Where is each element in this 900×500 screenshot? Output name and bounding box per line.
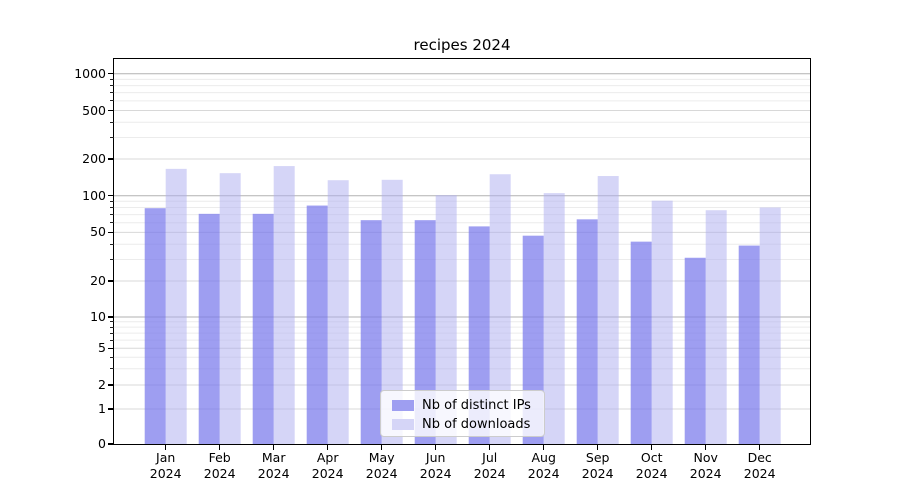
y-tick-label: 0 (98, 436, 106, 451)
x-tick-label: Oct 2024 (635, 450, 668, 481)
y-minor-tick-mark (110, 92, 114, 94)
y-minor-tick-mark (110, 332, 114, 334)
y-tick-label: 100 (82, 187, 106, 203)
y-tick-label: 200 (82, 151, 106, 166)
y-tick-mark (107, 384, 114, 386)
x-tick-label: Dec 2024 (743, 450, 776, 481)
x-tick-label: May 2024 (365, 450, 398, 481)
legend-entry-distinct-ips: Nb of distinct IPs (392, 396, 544, 415)
bar-ips-mar (252, 213, 274, 444)
x-tick-label: Nov 2024 (689, 450, 722, 481)
x-tick-mark (489, 443, 491, 450)
legend: Nb of distinct IPs Nb of downloads (380, 390, 545, 437)
x-tick-mark (759, 443, 761, 450)
bar-ips-feb (198, 213, 220, 444)
x-tick-label: Sep 2024 (581, 450, 614, 481)
y-minor-tick-mark (110, 100, 114, 102)
x-tick-label: Apr 2024 (311, 450, 344, 481)
y-minor-tick-mark (110, 321, 114, 323)
y-minor-tick-mark (110, 207, 114, 208)
x-tick-label: Aug 2024 (527, 450, 560, 481)
bar-ips-jul (468, 226, 490, 444)
bar-downloads-nov (705, 210, 727, 444)
y-tick-mark (107, 158, 114, 160)
y-tick-mark (107, 443, 114, 445)
y-minor-tick-mark (110, 85, 114, 87)
chart-title: recipes 2024 (413, 36, 511, 54)
legend-swatch-distinct-ips (392, 400, 414, 411)
bar-ips-nov (684, 257, 706, 444)
y-tick-label: 1000 (74, 65, 106, 81)
x-tick-label: Jan 2024 (149, 450, 182, 481)
y-tick-label: 10 (90, 309, 106, 324)
y-tick-label: 5 (98, 340, 106, 356)
y-tick-mark (107, 408, 114, 410)
y-tick-mark (107, 316, 114, 318)
x-tick-mark (435, 443, 437, 450)
bar-ips-jun (414, 219, 436, 444)
y-tick-label: 20 (90, 273, 106, 288)
plot-area (112, 57, 811, 445)
y-minor-tick-mark (110, 214, 114, 216)
bar-ips-sep (576, 219, 598, 444)
y-tick-mark (107, 73, 114, 75)
x-tick-mark (597, 443, 599, 450)
bar-downloads-mar (273, 165, 295, 444)
x-tick-mark (327, 443, 329, 450)
x-tick-label: Jul 2024 (473, 450, 506, 481)
y-minor-tick-mark (110, 78, 114, 80)
y-minor-tick-mark (110, 243, 114, 245)
legend-swatch-downloads (392, 419, 414, 430)
y-tick-label: 500 (82, 102, 106, 118)
y-tick-mark (107, 231, 114, 233)
bar-ips-dec (738, 245, 760, 444)
bar-downloads-jun (435, 194, 457, 444)
bar-downloads-jan (165, 168, 187, 444)
x-tick-mark (705, 443, 707, 450)
bar-ips-jan (144, 207, 166, 444)
bar-downloads-may (381, 179, 403, 444)
x-tick-label: Jun 2024 (419, 450, 452, 481)
y-tick-mark (107, 195, 114, 197)
x-tick-label: Mar 2024 (257, 450, 290, 481)
bar-downloads-oct (651, 200, 673, 444)
y-tick-label: 50 (90, 224, 106, 240)
bar-downloads-aug (543, 192, 565, 444)
y-minor-tick-mark (110, 121, 114, 123)
bar-downloads-jul (489, 174, 511, 444)
y-tick-mark (107, 280, 114, 282)
y-minor-tick-mark (110, 137, 114, 139)
y-tick-label: 2 (98, 377, 106, 392)
bar-downloads-dec (759, 207, 781, 444)
legend-entry-downloads: Nb of downloads (392, 415, 544, 434)
bar-ips-may (360, 219, 382, 444)
x-tick-mark (381, 443, 383, 450)
y-tick-label: 1 (98, 401, 106, 416)
y-minor-tick-mark (110, 356, 114, 358)
x-tick-mark (543, 443, 545, 450)
y-minor-tick-mark (110, 326, 114, 328)
x-tick-mark (165, 443, 167, 450)
y-tick-mark (107, 109, 114, 112)
legend-label-distinct-ips: Nb of distinct IPs (422, 398, 531, 413)
bar-downloads-feb (219, 172, 241, 444)
legend-label-downloads: Nb of downloads (422, 417, 531, 432)
y-minor-tick-mark (110, 200, 114, 202)
y-minor-tick-mark (110, 222, 114, 224)
bar-ips-oct (630, 241, 652, 444)
bar-ips-apr (306, 205, 328, 444)
y-minor-tick-mark (110, 339, 114, 341)
x-tick-mark (219, 443, 221, 450)
chart-canvas (113, 73, 810, 444)
x-tick-mark (651, 443, 653, 450)
y-minor-tick-mark (110, 258, 114, 260)
bar-downloads-sep (597, 175, 619, 444)
bar-downloads-apr (327, 180, 349, 444)
x-tick-label: Feb 2024 (203, 450, 236, 481)
y-tick-mark (107, 347, 114, 349)
y-minor-tick-mark (110, 368, 114, 370)
x-tick-mark (273, 443, 275, 450)
